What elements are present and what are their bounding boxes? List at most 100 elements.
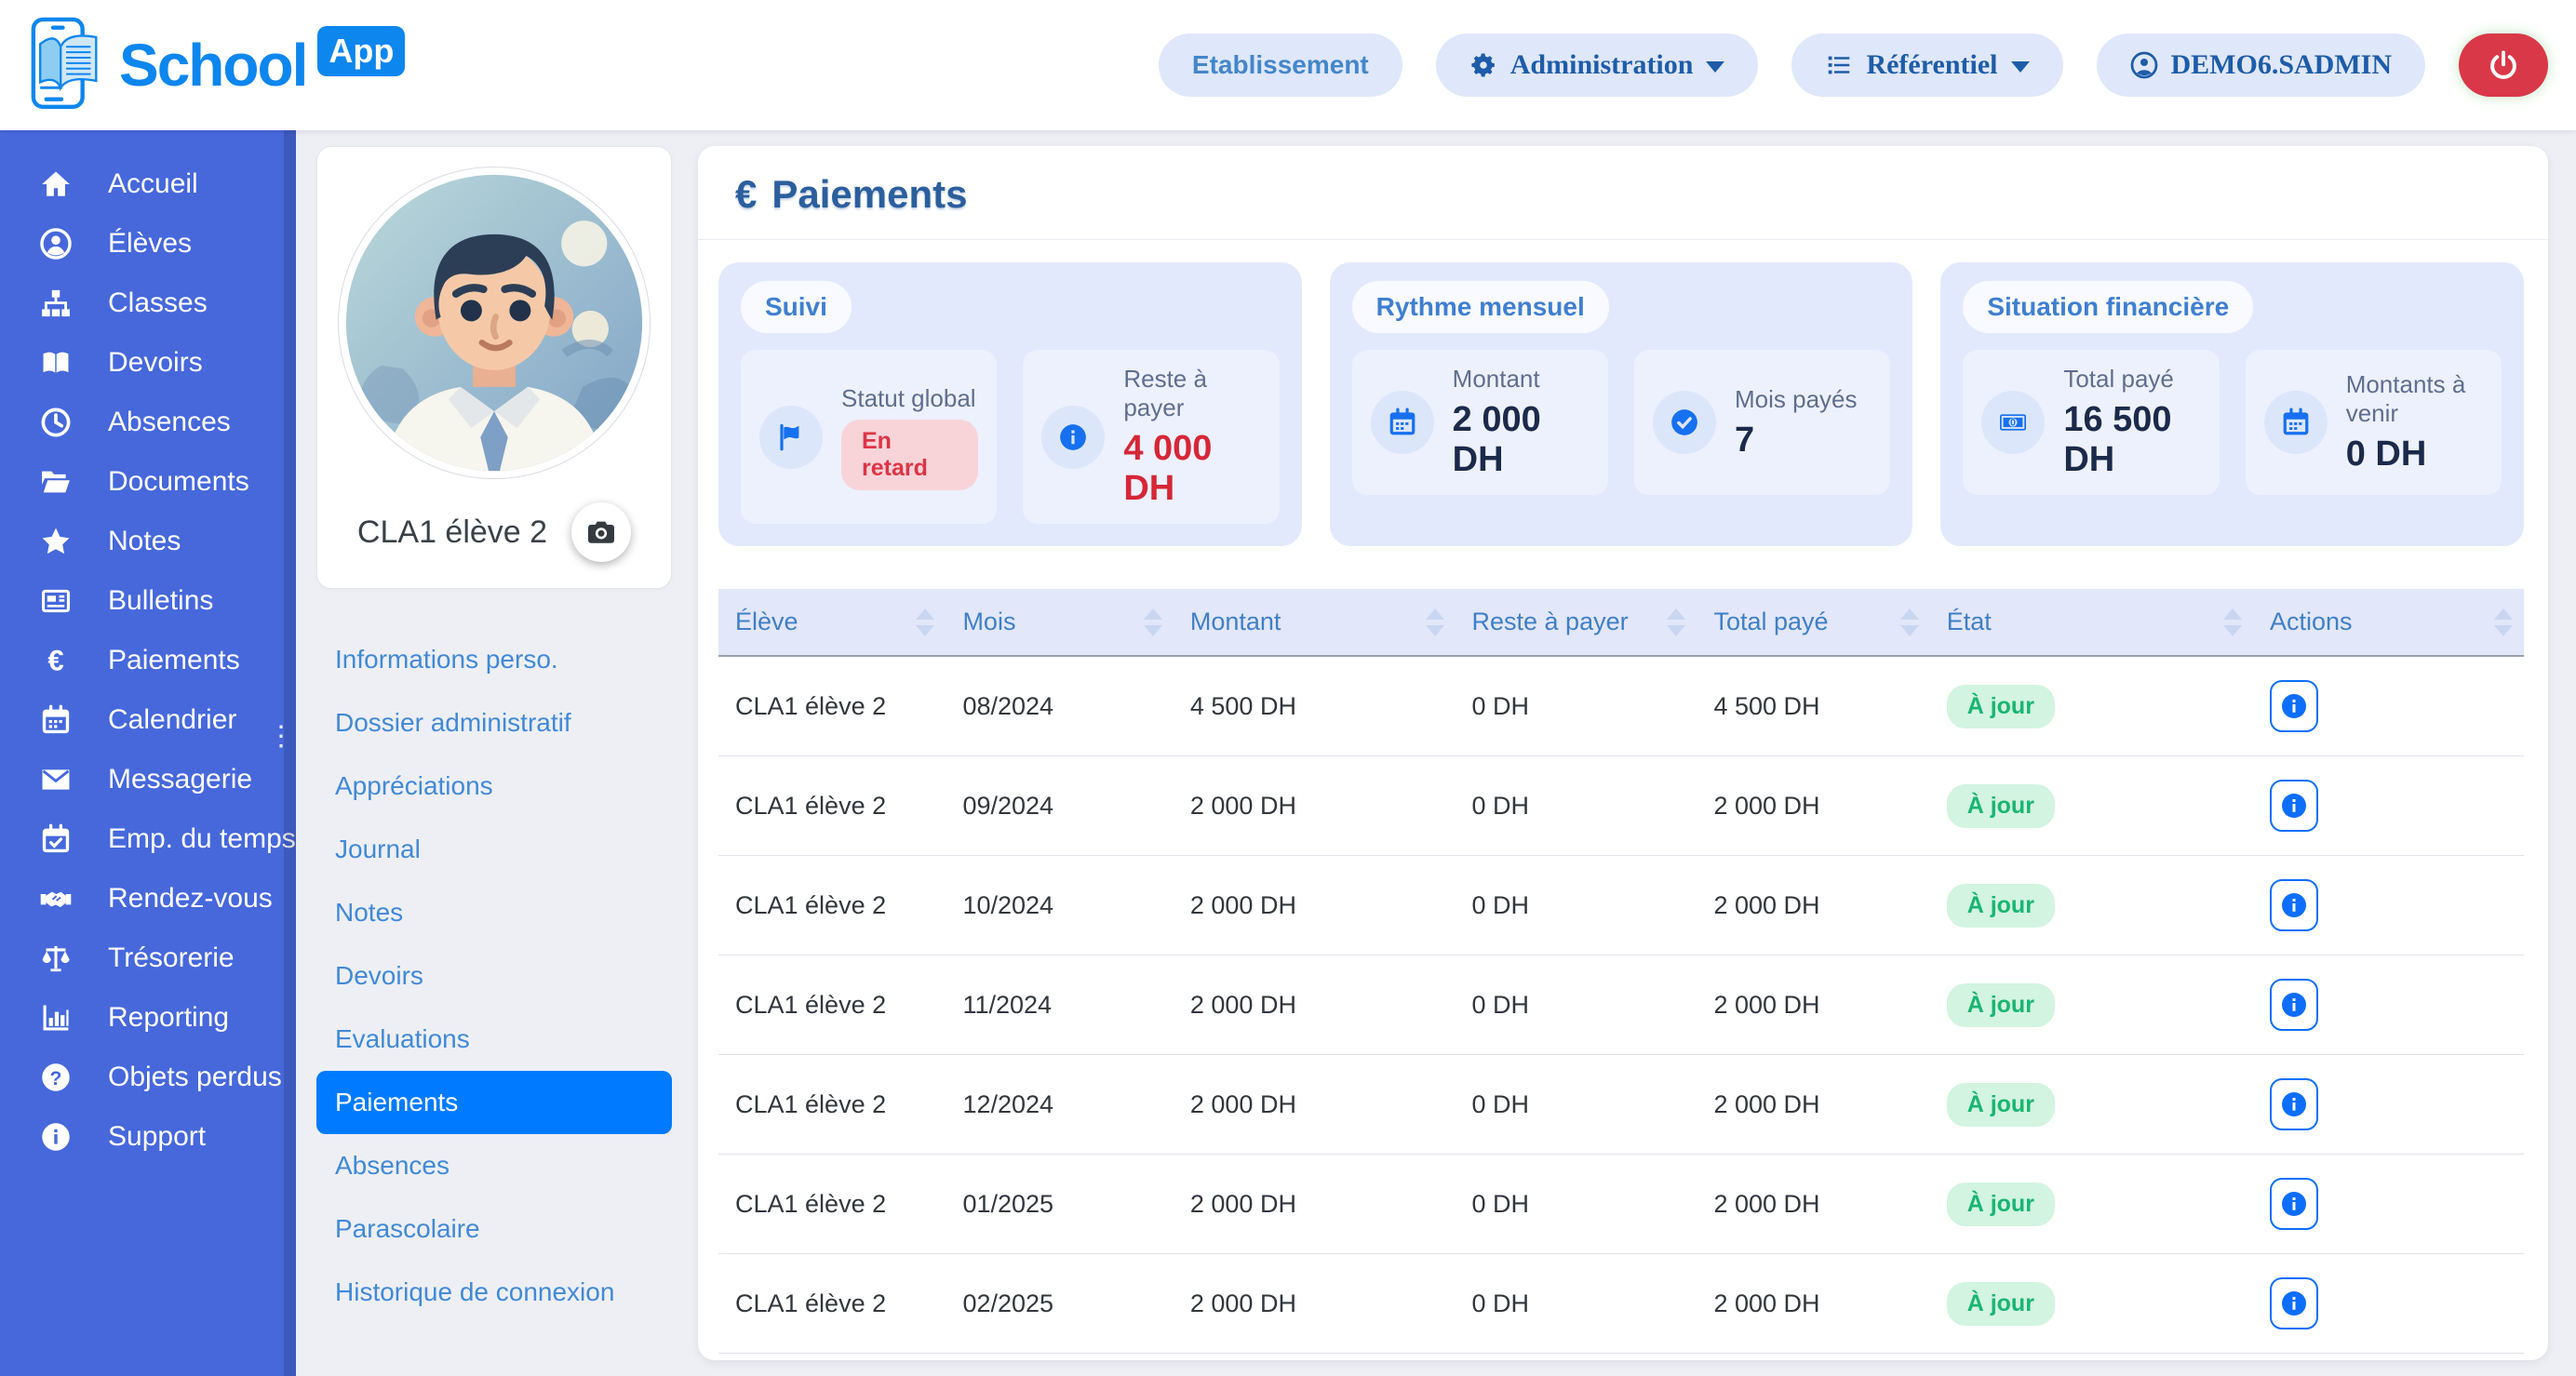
status-badge: En retard (841, 419, 979, 490)
column-header-actions[interactable]: Actions (2252, 589, 2524, 657)
row-details-button[interactable] (2269, 780, 2318, 832)
profile-menu-item-dossier-administratif[interactable]: Dossier administratif (335, 708, 571, 737)
sidebar-item-label: Notes (108, 526, 181, 556)
cell-total: 2 000 DH (1697, 755, 1930, 856)
sidebar-item-classes[interactable]: Classes (0, 274, 296, 333)
flag-icon (759, 405, 823, 469)
cell-montant: 2 000 DH (1173, 1154, 1456, 1254)
sidebar-item-accueil[interactable]: Accueil (0, 154, 296, 214)
cell-mois: 10/2024 (946, 855, 1174, 955)
cell-montant: 2 000 DH (1173, 755, 1456, 856)
topbar-button-demo6-sadmin[interactable]: DEMO6.SADMIN (2096, 33, 2425, 97)
app-logo[interactable]: School App (28, 17, 406, 114)
summary-card-situation-financiere: Situation financière 0 Total payé 16 500 DH… (1940, 262, 2525, 546)
camera-icon (586, 517, 616, 547)
column-header-etat[interactable]: État (1929, 589, 2253, 657)
profile-menu-item-historique-de-connexion[interactable]: Historique de connexion (335, 1277, 615, 1306)
profile-menu-item-evaluations[interactable]: Evaluations (335, 1024, 470, 1053)
stat-value: 2 000 DH (1452, 400, 1541, 479)
stat-value: 16 500 DH (2063, 400, 2172, 479)
cell-montant: 4 500 DH (1173, 656, 1456, 756)
sidebar-item-tresorerie[interactable]: Trésorerie (0, 928, 296, 988)
button-label: Etablissement (1191, 50, 1369, 79)
profile-menu-item-notes[interactable]: Notes (335, 898, 404, 927)
cell-eleve: CLA1 élève 2 (718, 1253, 946, 1354)
column-header-eleve[interactable]: Élève (718, 589, 946, 657)
row-details-button[interactable] (2269, 680, 2318, 732)
sidebar-scrollbar[interactable] (284, 130, 296, 1376)
profile-menu-item-informations-perso[interactable]: Informations perso. (335, 645, 558, 674)
cell-montant: 2 000 DH (1173, 1353, 1456, 1360)
sidebar-item-reporting[interactable]: Reporting (0, 988, 296, 1048)
profile-menu-item-journal[interactable]: Journal (335, 835, 421, 863)
status-badge: À jour (1946, 1082, 2055, 1127)
sidebar-item-documents[interactable]: Documents (0, 452, 296, 512)
cell-total: 2 000 DH (1697, 1253, 1930, 1354)
calendar-check-icon (39, 823, 73, 855)
calendar-icon (1370, 391, 1434, 454)
student-profile-card: CLA1 élève 2 (316, 146, 672, 589)
row-details-button[interactable] (2269, 1277, 2318, 1329)
column-header-total-paye[interactable]: Total payé (1697, 589, 1930, 657)
sidebar-drag-handle-icon[interactable]: ⋮ (267, 721, 295, 752)
cell-actions (2252, 855, 2524, 955)
column-header-reste-a-payer[interactable]: Reste à payer (1455, 589, 1697, 657)
sidebar-item-bulletins[interactable]: Bulletins (0, 571, 296, 631)
cell-total: 4 500 DH (1697, 656, 1930, 756)
sort-icon (1667, 608, 1686, 636)
column-header-montant[interactable]: Montant (1173, 589, 1456, 657)
sidebar-item-messagerie[interactable]: Messagerie (0, 750, 296, 809)
cell-total: 2 000 DH (1697, 1054, 1930, 1155)
change-photo-button[interactable] (571, 502, 632, 562)
profile-menu-item-parascolaire[interactable]: Parascolaire (335, 1214, 480, 1243)
profile-menu-item-absences[interactable]: Absences (335, 1151, 449, 1180)
table-row: CLA1 élève 2 08/2024 4 500 DH 0 DH 4 500 DH À… (718, 656, 2524, 756)
stat-label: Total payé (2063, 365, 2174, 393)
cell-mois: 03/2025 (946, 1353, 1174, 1360)
cell-reste: 0 DH (1455, 1154, 1697, 1254)
column-header-mois[interactable]: Mois (946, 589, 1174, 657)
brand-title: School (119, 32, 308, 99)
sidebar-item-label: Calendrier (108, 704, 237, 735)
sidebar-item-devoirs[interactable]: Devoirs (0, 333, 296, 393)
topbar-button-referentiel[interactable]: Référentiel (1791, 33, 2063, 97)
profile-menu-item-devoirs[interactable]: Devoirs (335, 961, 423, 990)
topbar-button-etablissement[interactable]: Etablissement (1158, 33, 1402, 97)
sidebar-item-support[interactable]: Support (0, 1107, 296, 1167)
cell-actions (2252, 656, 2524, 756)
stat-montants-a-venir: Montants à venir 0 DH (2245, 350, 2502, 495)
logout-button[interactable] (2459, 33, 2548, 97)
row-details-button[interactable] (2269, 879, 2318, 931)
sidebar-item-objets-perdus[interactable]: ? Objets perdus (0, 1048, 296, 1107)
stat-label: Statut global (841, 383, 976, 412)
sidebar-item-absences[interactable]: Absences (0, 393, 296, 452)
sidebar-item-eleves[interactable]: Élèves (0, 214, 296, 274)
sidebar-item-calendrier[interactable]: Calendrier (0, 690, 296, 750)
book-phone-logo-icon (28, 17, 110, 114)
folder-open-icon (39, 466, 73, 498)
profile-menu-item-appreciations[interactable]: Appréciations (335, 771, 493, 800)
sidebar-item-label: Classes (108, 287, 208, 318)
question-circle-icon: ? (39, 1062, 73, 1093)
status-badge: À jour (1946, 1281, 2055, 1326)
chart-bar-icon (39, 1002, 73, 1034)
sidebar-item-paiements[interactable]: € Paiements (0, 631, 296, 690)
status-badge: À jour (1946, 982, 2055, 1027)
status-badge: À jour (1946, 1182, 2055, 1226)
table-row: CLA1 élève 2 12/2024 2 000 DH 0 DH 2 000 DH À… (718, 1054, 2524, 1155)
row-details-button[interactable] (2269, 1078, 2318, 1130)
cell-eleve: CLA1 élève 2 (718, 1353, 946, 1360)
cell-actions (2252, 1054, 2524, 1155)
topbar-button-administration[interactable]: Administration (1435, 33, 1759, 97)
profile-menu-item-paiements[interactable]: Paiements (316, 1071, 672, 1134)
sidebar-item-emp-du-temps[interactable]: Emp. du temps (0, 809, 296, 869)
row-details-button[interactable] (2269, 1178, 2318, 1230)
sidebar-item-rendez-vous[interactable]: Rendez-vous (0, 869, 296, 928)
sidebar-item-label: Devoirs (108, 347, 203, 378)
cell-reste: 0 DH (1455, 1054, 1697, 1155)
sidebar-item-notes[interactable]: Notes (0, 512, 296, 571)
cell-total: 2 000 DH (1697, 1154, 1930, 1254)
row-details-button[interactable] (2269, 979, 2318, 1031)
calendar-icon (39, 704, 73, 736)
